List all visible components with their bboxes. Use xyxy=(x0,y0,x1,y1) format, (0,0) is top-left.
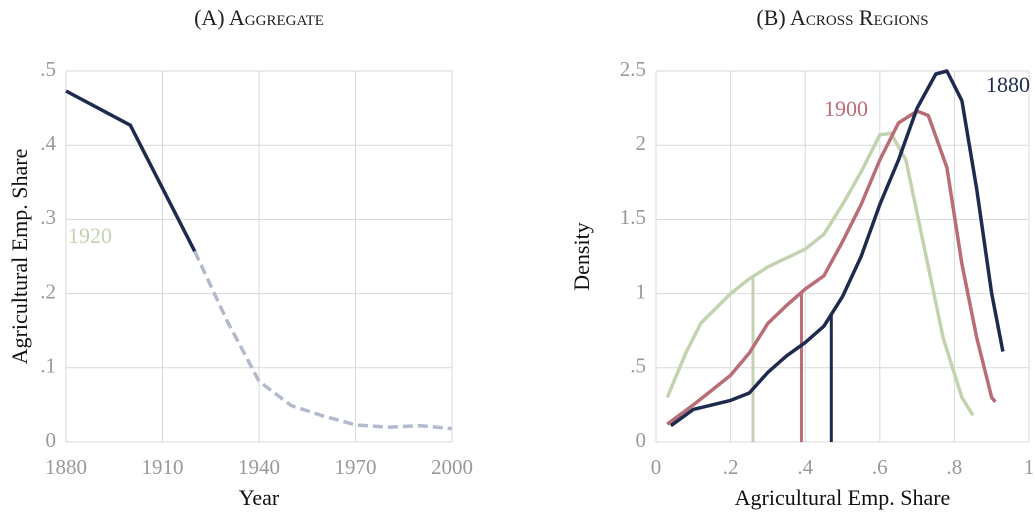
density-curve xyxy=(665,131,975,417)
y-tick-label: .4 xyxy=(40,131,56,155)
panel-title: (B) Across Regions xyxy=(756,5,928,30)
y-tick-label: .2 xyxy=(40,279,56,303)
y-tick-label: 2 xyxy=(636,131,647,155)
x-tick-label: 0 xyxy=(651,455,662,479)
y-tick-label: 2.5 xyxy=(620,57,646,81)
line-series xyxy=(65,89,197,253)
y-tick-label: 0 xyxy=(636,428,647,452)
y-axis-label: Agricultural Emp. Share xyxy=(7,149,32,365)
x-tick-label: 1 xyxy=(1024,455,1035,479)
series-label: 1900 xyxy=(824,96,868,121)
x-tick-label: 2000 xyxy=(431,455,473,479)
y-tick-label: .5 xyxy=(630,354,646,378)
y-tick-label: 0 xyxy=(46,428,57,452)
y-tick-label: .5 xyxy=(40,57,56,81)
series-label: 1880 xyxy=(986,72,1030,97)
x-tick-label: 1910 xyxy=(142,455,184,479)
x-tick-label: 1940 xyxy=(238,455,280,479)
x-axis-label: Agricultural Emp. Share xyxy=(735,485,951,510)
x-tick-label: .4 xyxy=(797,455,813,479)
x-tick-label: .6 xyxy=(872,455,888,479)
y-axis-label: Density xyxy=(569,222,594,290)
y-tick-label: .3 xyxy=(40,205,56,229)
series-label: 1920 xyxy=(68,223,112,248)
panel-title: (A) Aggregate xyxy=(194,5,324,30)
x-tick-label: .2 xyxy=(723,455,739,479)
density-curve xyxy=(666,109,997,426)
x-axis-label: Year xyxy=(239,485,280,510)
density-curve xyxy=(669,69,1005,428)
y-tick-label: 1.5 xyxy=(620,205,646,229)
x-tick-label: 1970 xyxy=(335,455,377,479)
line-series xyxy=(193,250,453,431)
x-tick-label: 1880 xyxy=(45,455,87,479)
x-tick-label: .8 xyxy=(947,455,963,479)
y-tick-label: .1 xyxy=(40,354,56,378)
y-tick-label: 1 xyxy=(636,279,647,303)
